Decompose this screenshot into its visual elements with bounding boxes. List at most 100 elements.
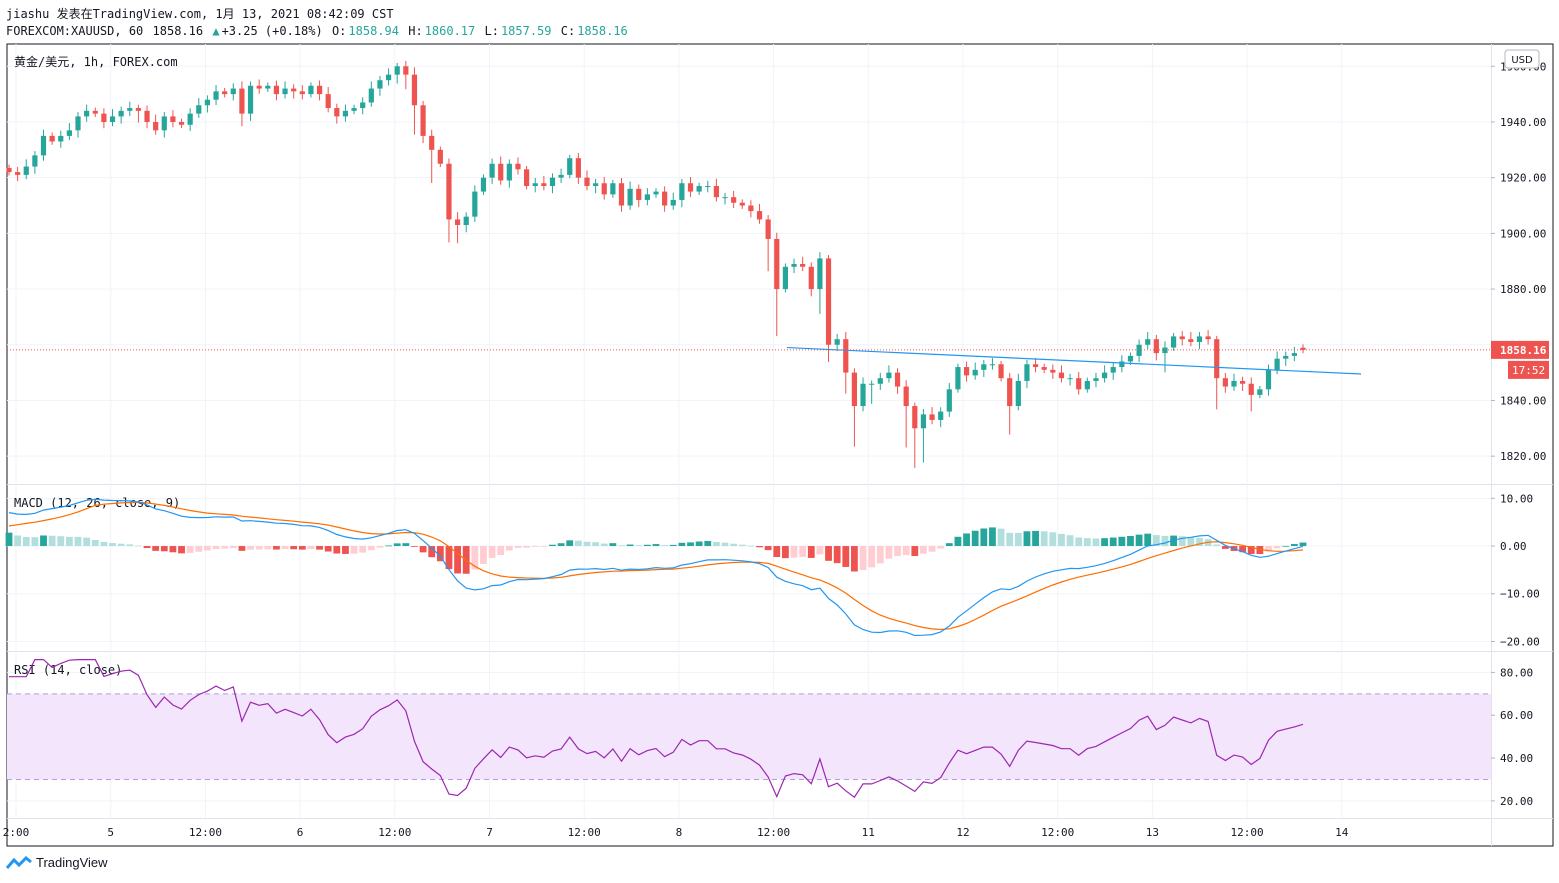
candle-down	[334, 108, 340, 117]
low-label: L:	[484, 24, 499, 38]
candle-down	[15, 172, 21, 175]
macd-histogram-bar	[488, 546, 496, 558]
candle-down	[998, 364, 1004, 379]
macd-histogram-bar	[393, 543, 401, 547]
candle-down	[1222, 378, 1228, 387]
candle-up	[1110, 367, 1116, 373]
candle-up	[368, 88, 374, 103]
macd-histogram-bar	[549, 544, 556, 547]
macd-histogram-bar	[1032, 530, 1039, 547]
macd-histogram-bar	[1075, 537, 1083, 547]
macd-histogram-bar	[1083, 538, 1091, 547]
last-price: 1858.16	[152, 24, 204, 38]
candle-down	[49, 135, 55, 142]
candle-up	[877, 378, 883, 384]
candle-up	[946, 389, 952, 412]
macd-histogram-bar	[557, 543, 565, 547]
candle-down	[1240, 380, 1246, 384]
candle-up	[1119, 361, 1125, 368]
macd-histogram-bar	[738, 544, 746, 547]
macd-histogram-bar	[730, 543, 738, 547]
candle-up	[981, 364, 987, 370]
candle-up	[282, 88, 288, 95]
macd-histogram-bar	[436, 546, 444, 562]
macd-histogram-bar	[273, 546, 280, 550]
candle-up	[247, 85, 254, 114]
macd-histogram-bar	[333, 546, 341, 554]
x-tick-label: 12:00	[757, 826, 790, 839]
candle-down	[894, 372, 901, 387]
macd-histogram-bar	[652, 544, 660, 547]
macd-histogram-bar	[65, 536, 73, 547]
macd-histogram-bar	[583, 541, 591, 547]
candle-down	[1032, 364, 1039, 368]
candle-up	[705, 186, 711, 188]
macd-histogram-bar	[22, 536, 30, 547]
macd-histogram-bar	[1066, 535, 1074, 547]
candle-up	[549, 177, 556, 187]
candle-up	[869, 383, 875, 385]
x-tick-label: 13	[1146, 826, 1159, 839]
vertical-grid	[15, 44, 1343, 818]
candle-up	[1093, 378, 1099, 381]
macd-histogram-bar	[1221, 546, 1229, 549]
candle-down	[178, 121, 185, 125]
close-label: C:	[560, 24, 576, 38]
macd-histogram-bar	[186, 546, 194, 553]
macd-histogram-bar	[523, 546, 530, 548]
candle-up	[1257, 389, 1263, 395]
macd-histogram-bar	[367, 546, 375, 551]
candle-down	[713, 186, 719, 198]
macd-histogram-bar	[920, 546, 927, 554]
candle-up	[1231, 380, 1237, 387]
candle-up	[782, 266, 788, 290]
macd-histogram-bar	[238, 546, 246, 551]
candle-down	[541, 183, 547, 187]
macd-histogram-bar	[385, 545, 392, 547]
candle-up	[187, 113, 193, 125]
close-value: 1858.16	[577, 24, 628, 38]
macd-histogram-bar	[868, 546, 876, 568]
macd-histogram-bar	[790, 546, 798, 558]
candle-up	[265, 85, 271, 89]
candle-down	[601, 183, 607, 195]
macd-histogram-bar	[109, 543, 116, 547]
macd-histogram-bar	[876, 546, 884, 564]
macd-histogram-bar	[48, 535, 56, 547]
candle-down	[1214, 339, 1220, 379]
macd-histogram-bar	[255, 546, 263, 550]
macd-histogram-bar	[221, 546, 229, 549]
macd-histogram-bar	[1109, 537, 1117, 547]
candle-down	[1179, 336, 1185, 340]
up-arrow-icon: ▲	[212, 24, 220, 38]
candle-up	[463, 216, 469, 226]
candle-up	[32, 155, 38, 167]
candle-up	[308, 85, 314, 95]
macd-histogram-bar	[195, 546, 203, 552]
main-pane-title: 黄金/美元, 1h, FOREX.com	[14, 54, 178, 69]
macd-histogram-bar	[635, 545, 643, 547]
candle-down	[135, 108, 141, 111]
candle-down	[903, 386, 909, 407]
macd-histogram-bar	[807, 546, 815, 558]
candle-down	[808, 266, 814, 290]
y-tick-label: 1840.00	[1500, 394, 1546, 407]
macd-histogram-bar	[376, 546, 384, 548]
candle-up	[644, 194, 650, 200]
macd-histogram-bar	[247, 546, 254, 550]
macd-histogram-bar	[928, 546, 936, 552]
macd-histogram-bar	[229, 546, 237, 549]
candle-up	[532, 183, 538, 187]
candle-down	[429, 135, 435, 150]
candle-down	[1205, 336, 1211, 340]
macd-histogram-bar	[669, 544, 677, 547]
candle-down	[170, 116, 176, 122]
candle-down	[1041, 367, 1047, 370]
macd-histogram-bar	[643, 544, 651, 547]
candle-down	[411, 74, 418, 106]
macd-histogram-bar	[497, 546, 505, 555]
macd-histogram-bar	[764, 546, 772, 551]
macd-histogram-bar	[350, 546, 358, 554]
candle-down	[1188, 339, 1194, 342]
